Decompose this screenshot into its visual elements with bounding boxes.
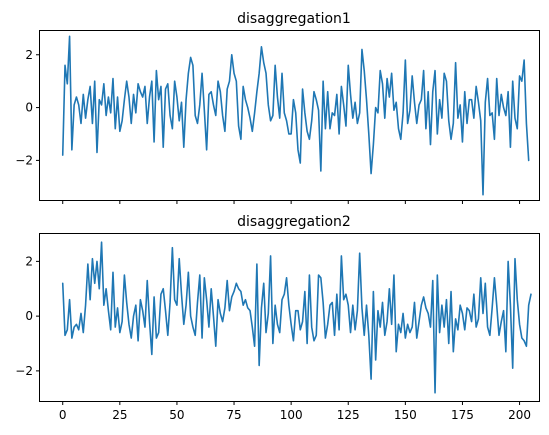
x-tick-label: 175: [451, 408, 474, 422]
subplot-title: disaggregation1: [237, 11, 351, 27]
x-tick-label: 0: [59, 408, 67, 422]
axis-ticks: [36, 260, 521, 405]
x-tick-label: 75: [226, 408, 241, 422]
tick-labels: −2 0 2: [15, 48, 33, 168]
x-tick-label: 100: [280, 408, 303, 422]
y-tick-label: 0: [25, 309, 33, 323]
x-tick-label: 150: [394, 408, 417, 422]
y-tick-label: 2: [25, 48, 33, 62]
axes-frame: [39, 233, 540, 402]
y-tick-label: −2: [15, 364, 33, 378]
y-tick-label: −2: [15, 153, 33, 167]
axes-frame: [39, 30, 540, 201]
subplot-disaggregation1: disaggregation1 −2 0 2: [15, 11, 540, 204]
subplot-title: disaggregation2: [237, 214, 351, 230]
series-line: [61, 241, 532, 394]
x-tick-label: 50: [169, 408, 184, 422]
subplot-disaggregation2: disaggregation2 −2 0 2 0 25 50 75 100 125 150 175 2…: [15, 214, 540, 422]
x-tick-label: 200: [508, 408, 531, 422]
axis-ticks: [36, 54, 521, 204]
series-line: [61, 35, 530, 196]
x-tick-label: 125: [337, 408, 360, 422]
y-tick-label: 0: [25, 101, 33, 115]
y-tick-label: 2: [25, 254, 33, 268]
x-tick-label: 25: [112, 408, 127, 422]
tick-labels: −2 0 2 0 25 50 75 100 125 150 175 200: [15, 254, 531, 422]
